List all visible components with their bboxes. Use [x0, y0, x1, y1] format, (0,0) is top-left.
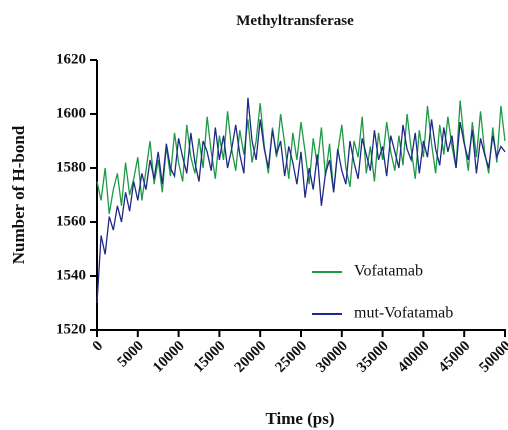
x-tick-label: 35000 [354, 338, 392, 376]
y-tick-label: 1560 [56, 213, 86, 229]
y-tick-label: 1600 [56, 105, 86, 121]
x-tick-label: 50000 [476, 338, 508, 376]
y-tick-label: 1620 [56, 51, 86, 67]
x-tick-label: 10000 [150, 338, 188, 376]
y-axis-title: Number of H-bond [9, 125, 28, 264]
y-tick-label: 1580 [56, 159, 86, 175]
legend-label: mut-Vofatamab [354, 305, 453, 322]
x-tick-label: 30000 [313, 338, 351, 376]
x-tick-label: 15000 [191, 338, 229, 376]
y-tick-label: 1540 [56, 267, 86, 283]
x-tick-label: 45000 [436, 338, 474, 376]
series-line [96, 97, 506, 304]
x-axis-title: Time (ps) [265, 409, 334, 428]
x-tick-label: 25000 [272, 338, 310, 376]
x-tick-label: 40000 [395, 338, 433, 376]
x-tick-label: 0 [90, 338, 107, 355]
x-tick-label: 5000 [115, 338, 148, 371]
y-tick-label: 1520 [56, 321, 86, 337]
chart-title: Methyltransferase [236, 13, 354, 29]
x-tick-label: 20000 [232, 338, 270, 376]
legend-label: Vofatamab [354, 263, 423, 280]
